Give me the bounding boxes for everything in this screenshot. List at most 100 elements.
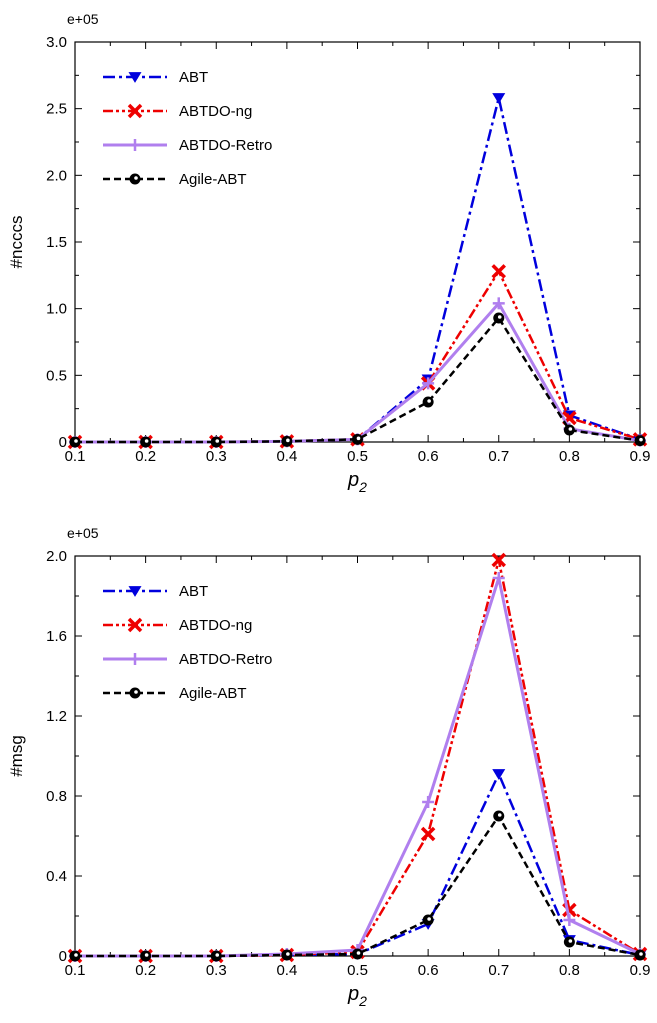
data-point-marker [493, 810, 505, 822]
legend-label: ABT [179, 69, 208, 86]
series-line [75, 576, 641, 958]
series-line [75, 814, 641, 958]
chart-top-x-tick-label: 0.1 [65, 448, 86, 465]
series-line [75, 301, 641, 444]
legend-label: ABTDO-Retro [179, 651, 272, 668]
data-point-marker [140, 436, 152, 448]
chart-bottom-x-tick-label: 0.5 [347, 962, 368, 979]
chart-bottom-x-tick-label: 0.6 [418, 962, 439, 979]
chart-bottom-x-tick-label: 0.9 [630, 962, 651, 979]
data-point-marker [492, 297, 505, 310]
chart-top-y-tick-label: 2.0 [46, 167, 67, 184]
chart-top-x-axis-label: p2 [347, 469, 367, 495]
chart-bottom-x-tick-label: 0.1 [65, 962, 86, 979]
chart-bottom-plot-frame [74, 555, 641, 957]
chart-top-legend-entry: ABT [103, 69, 208, 86]
data-point-marker [210, 436, 222, 448]
data-point-marker [140, 950, 152, 962]
legend-label: Agile-ABT [179, 685, 247, 702]
chart-bottom-x-axis-label: p2 [347, 983, 367, 1009]
data-point-marker [69, 436, 81, 448]
chart-bottom: 0.1 0.2 0.3 0.4 0.5 0.6 0.7 0.8 0.9 0 0.4 0.8 1.2 1.6… [7, 525, 650, 1009]
data-point-marker [492, 572, 505, 584]
legend-marker [127, 103, 143, 119]
chart-top-x-tick-label: 0.5 [347, 448, 368, 465]
legend-marker [129, 653, 141, 665]
data-point-marker [634, 949, 646, 961]
data-point-marker [352, 948, 363, 960]
chart-top-x-tick-label: 0.9 [630, 448, 651, 465]
chart-bottom-x-tick-label: 0.8 [559, 962, 580, 979]
chart-bottom-series-abtdo-ng [67, 552, 648, 964]
chart-top-y-tick-label: 1.0 [46, 301, 67, 318]
chart-bottom-x-tick-label: 0.7 [488, 962, 509, 979]
data-point-marker [634, 435, 646, 447]
data-point-marker [422, 914, 434, 926]
chart-top-x-tick-label: 0.8 [559, 448, 580, 465]
data-point-marker [420, 826, 436, 842]
chart-top-y-tick-label: 2.5 [46, 101, 67, 118]
data-point-marker [281, 949, 293, 961]
data-point-marker [210, 950, 222, 962]
chart-bottom-y-tick-label: 1.2 [46, 708, 67, 725]
chart-top-series-abtdo-ng [67, 264, 648, 450]
chart-top-x-tick-label: 0.4 [276, 448, 297, 465]
data-point-marker [563, 914, 576, 926]
chart-top-x-tick-label: 0.7 [488, 448, 509, 465]
data-point-marker [563, 424, 575, 436]
chart-top-y-tick-label: 0 [59, 434, 67, 451]
chart-top-y-tick-label: 0.5 [46, 367, 67, 384]
chart-top-plot-frame [74, 41, 641, 443]
chart-top-x-tick-label: 0.3 [206, 448, 227, 465]
chart-bottom-x-tick-label: 0.2 [135, 962, 156, 979]
chart-bottom-y-tick-label: 0.4 [46, 868, 67, 885]
chart-bottom-legend-entry: ABTDO-ng [103, 617, 252, 634]
chart-bottom-y-tick-label: 1.6 [46, 628, 67, 645]
chart-top-y-tick-label: 3.0 [46, 34, 67, 51]
chart-bottom-x-tick-label: 0.3 [206, 962, 227, 979]
data-point-marker [422, 396, 434, 408]
series-line [75, 772, 641, 958]
chart-bottom-y-tick-label: 2.0 [46, 548, 67, 565]
legend-marker [128, 72, 142, 83]
data-point-marker [422, 377, 435, 390]
chart-bottom-x-tick-label: 0.4 [276, 962, 297, 979]
legend-label: ABTDO-ng [179, 617, 252, 634]
data-point-marker [352, 433, 363, 445]
chart-bottom-y-axis-label: #msg [7, 735, 26, 777]
chart-bottom-series-abtdo-retro [69, 572, 646, 962]
chart-bottom-series-agile-abt [69, 810, 646, 962]
legend-marker [127, 617, 143, 633]
data-point-marker [281, 435, 293, 447]
legend-marker [128, 586, 142, 597]
chart-top-legend-entry: ABTDO-ng [103, 103, 252, 120]
chart-top: 0.1 0.2 0.3 0.4 0.5 0.6 0.7 0.8 0.9 0 0.5 1.0 1.5 2.0… [7, 11, 650, 495]
legend-label: ABT [179, 583, 208, 600]
data-point-marker [492, 769, 506, 780]
legend-label: ABTDO-ng [179, 103, 252, 120]
data-point-marker [493, 312, 505, 324]
data-point-marker [491, 552, 506, 568]
legend-marker [129, 173, 141, 185]
chart-bottom-y-multiplier: e+05 [67, 525, 99, 541]
data-point-marker [422, 796, 435, 808]
data-point-marker [563, 936, 575, 948]
legend-marker [129, 687, 141, 699]
chart-bottom-legend-entry: ABTDO-Retro [103, 651, 272, 668]
legend-marker [129, 139, 141, 151]
chart-bottom-y-tick-label: 0 [59, 948, 67, 965]
chart-bottom-legend-entry: Agile-ABT [103, 685, 247, 702]
series-line [75, 558, 641, 958]
chart-top-series-agile-abt [69, 312, 646, 448]
chart-top-y-tick-label: 1.5 [46, 234, 67, 251]
data-point-marker [492, 93, 506, 104]
chart-top-legend-entry: ABTDO-Retro [103, 137, 272, 154]
chart-top-x-tick-label: 0.2 [135, 448, 156, 465]
data-point-marker [69, 950, 81, 962]
data-point-marker [491, 264, 506, 279]
series-line [75, 96, 641, 444]
chart-bottom-y-tick-label: 0.8 [46, 788, 67, 805]
chart-top-legend-entry: Agile-ABT [103, 171, 247, 188]
chart-bottom-legend-entry: ABT [103, 583, 208, 600]
